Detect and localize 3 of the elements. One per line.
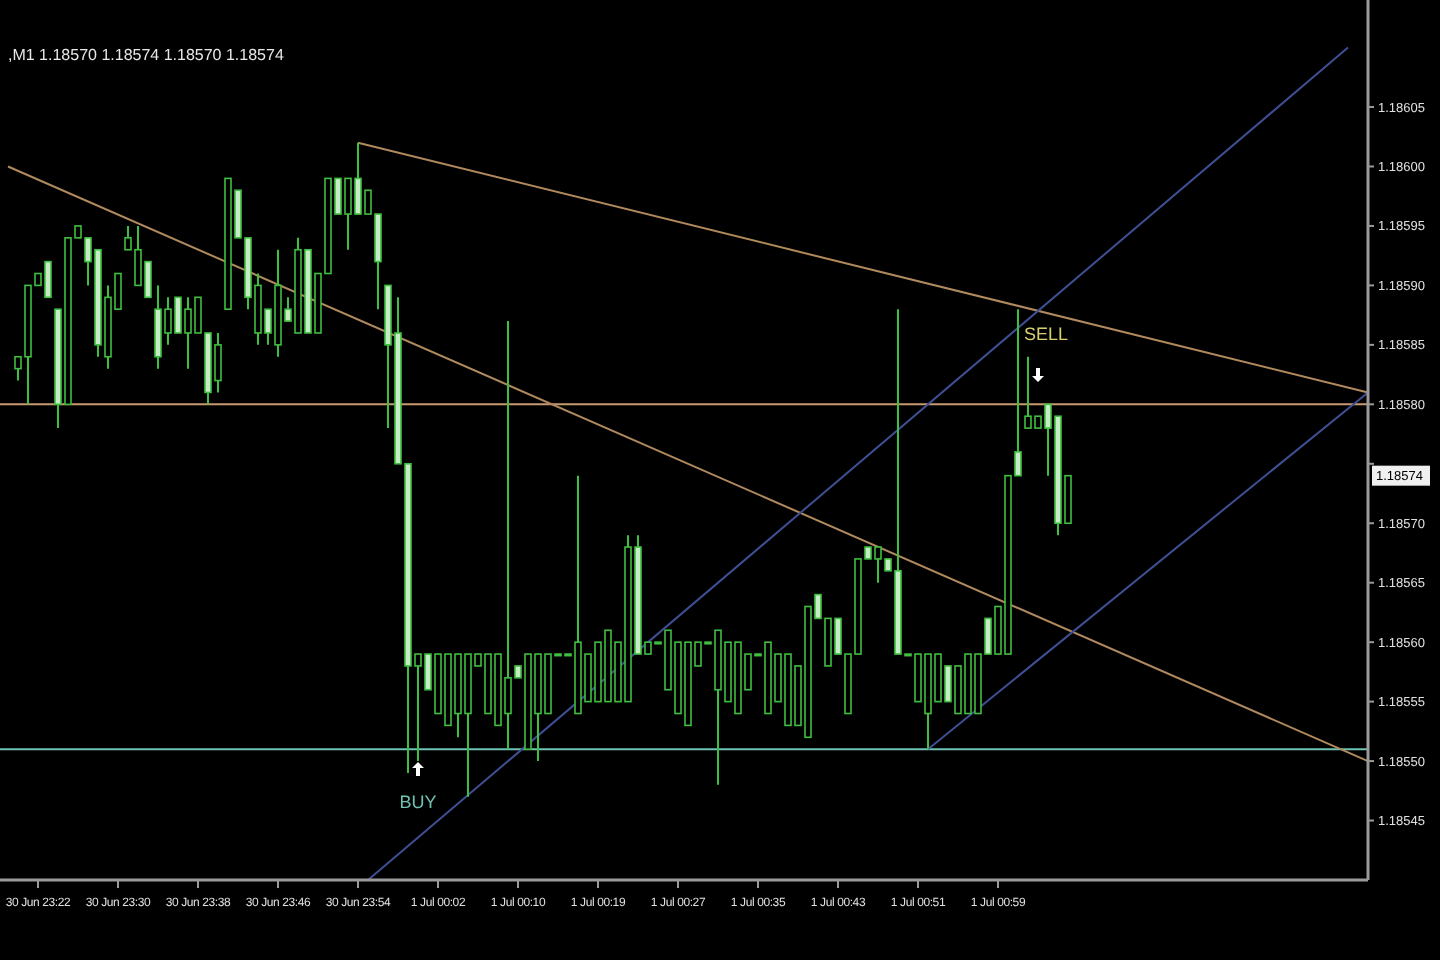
annotation: BUY: [399, 792, 437, 812]
annotation: SELL: [1023, 324, 1069, 344]
text: ,M1 1.18570 1.18574 1.18570 1.18574: [8, 46, 285, 64]
